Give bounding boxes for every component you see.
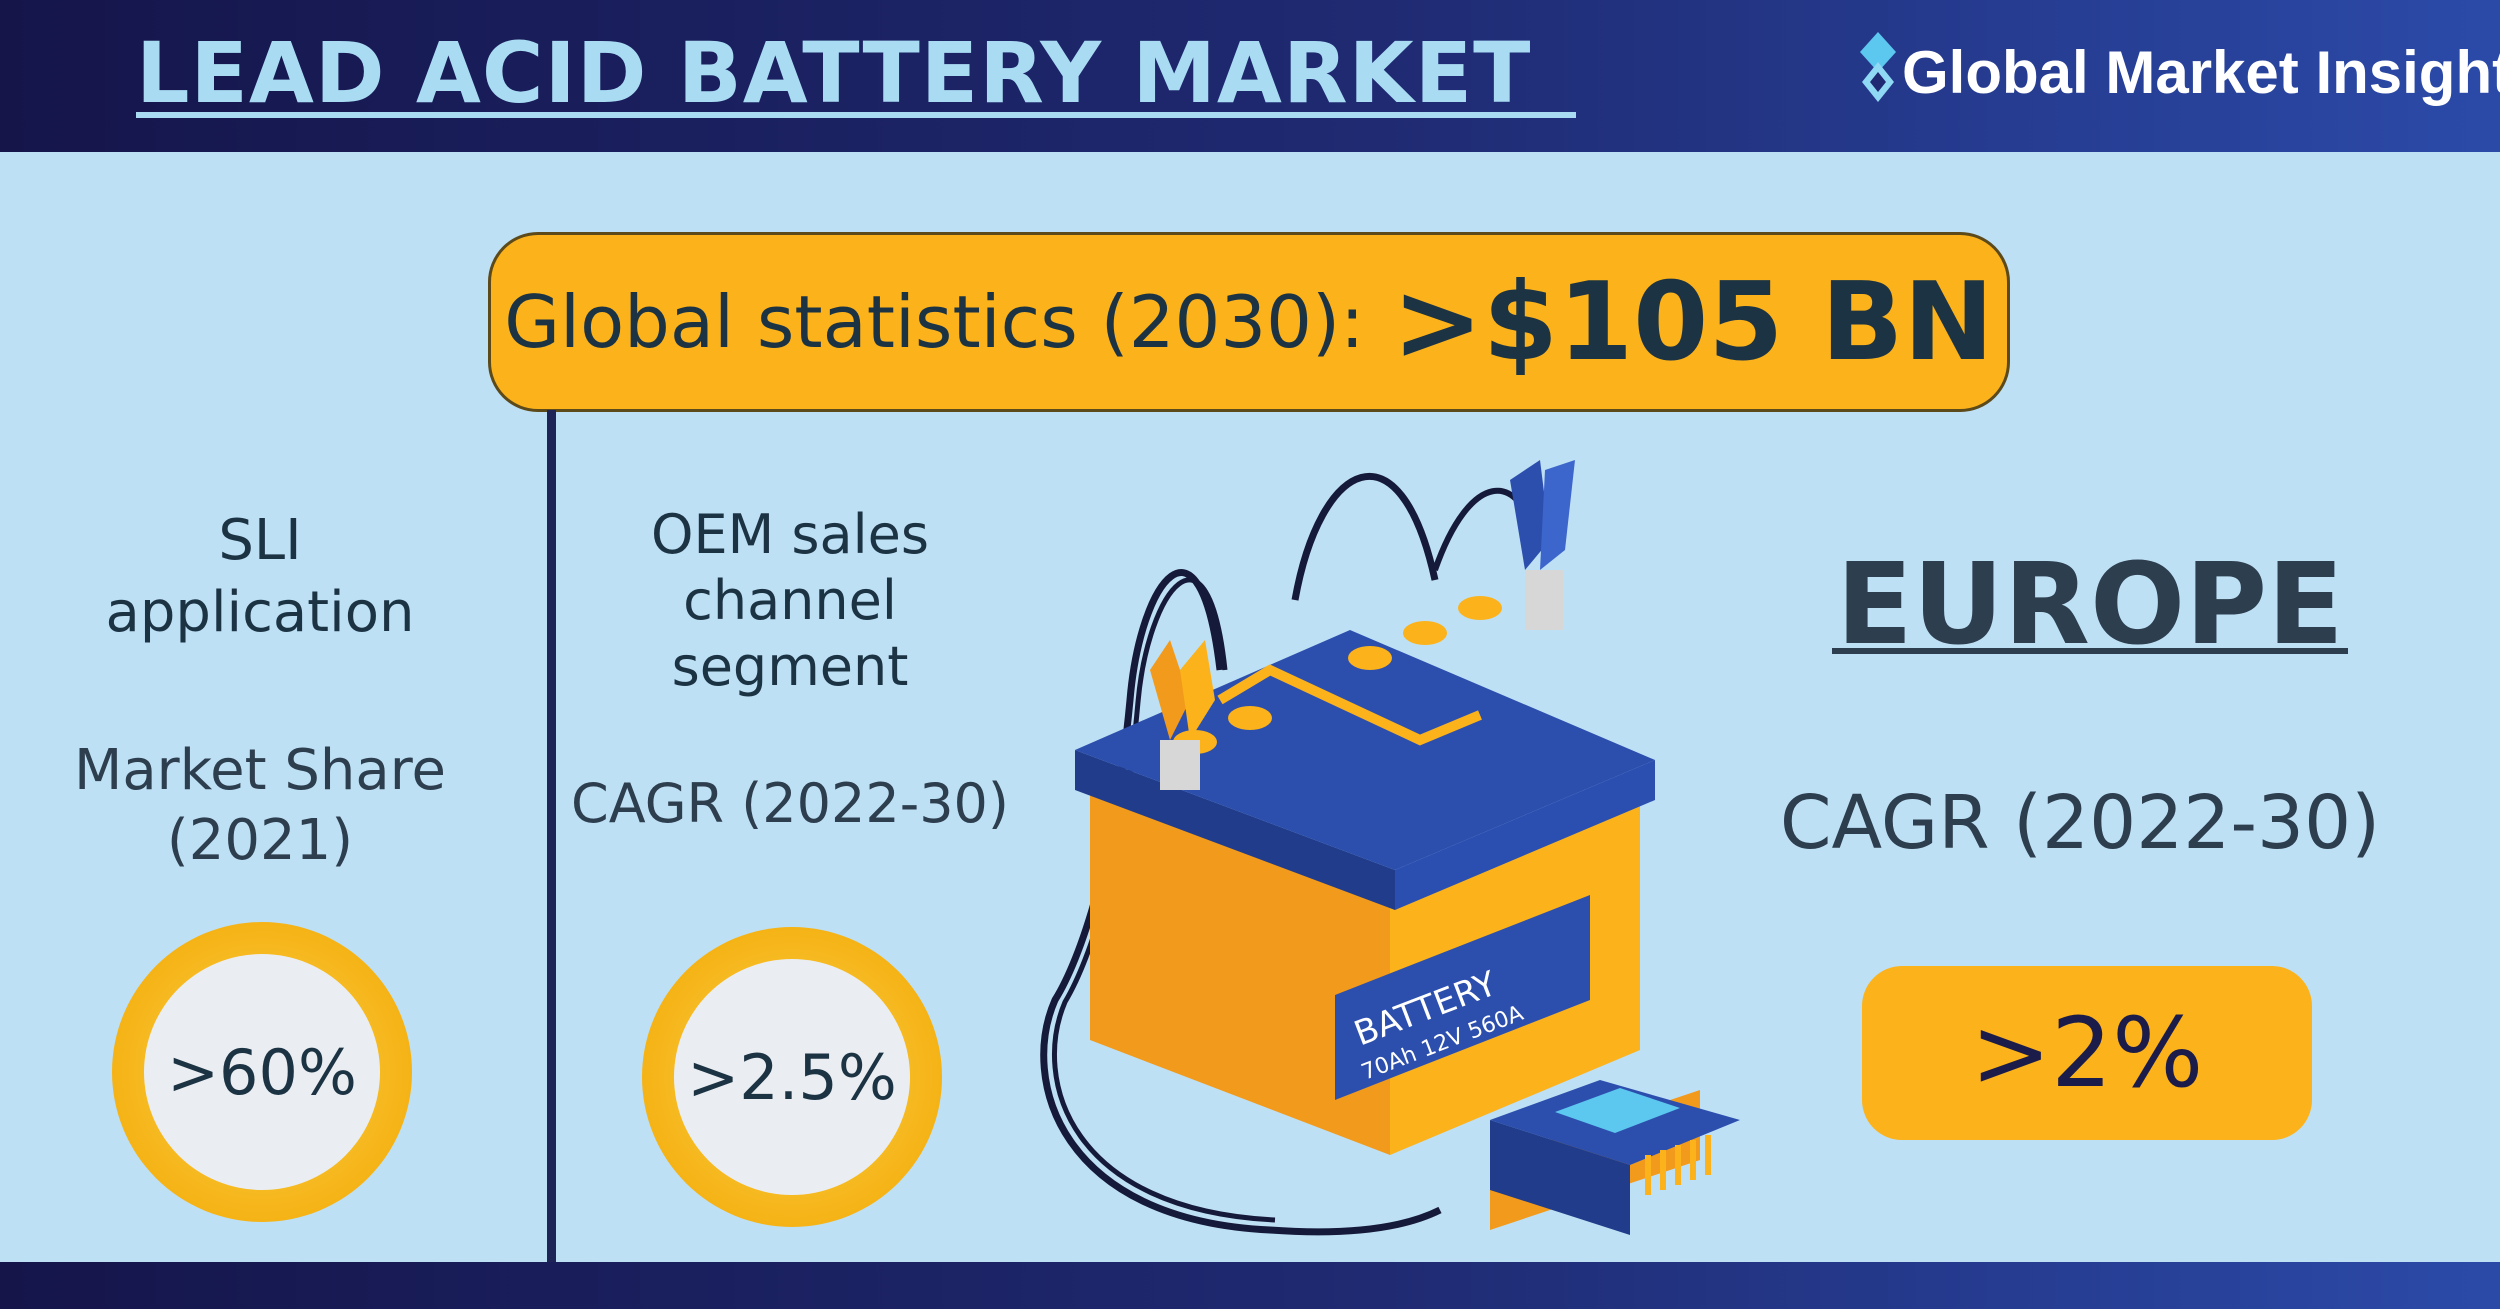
battery-cap <box>1348 646 1392 670</box>
battery-lid-top <box>1075 630 1655 870</box>
sli-title-line-2: application <box>105 580 415 645</box>
orange-clamp <box>1150 640 1190 740</box>
sli-segment-title: SLI application <box>50 505 470 649</box>
oem-value-ring: >2.5% <box>642 927 942 1227</box>
charger-vents <box>1645 1135 1711 1195</box>
black-cable <box>1040 569 1442 1236</box>
battery-cap <box>1228 706 1272 730</box>
battery-lid-right <box>1395 760 1655 910</box>
oem-title-line-2: channel <box>683 569 897 632</box>
brand-name: Global Market Insights <box>1902 38 2500 106</box>
sli-metric-line-1: Market Share <box>74 738 446 803</box>
battery-lid-side <box>1075 750 1395 910</box>
global-stats-value: >$105 BN <box>1392 259 1994 385</box>
sli-title-line-1: SLI <box>218 508 302 573</box>
page-title: LEAD ACID BATTERY MARKET <box>136 24 1532 122</box>
battery-cap <box>1458 596 1502 620</box>
sli-metric-label: Market Share (2021) <box>30 736 490 876</box>
blue-cable <box>1291 472 1439 601</box>
battery-cap <box>1403 621 1447 645</box>
global-stats-banner: Global statistics (2030): >$105 BN <box>488 232 2010 412</box>
sli-value: >60% <box>144 954 380 1190</box>
oem-metric-label: CAGR (2022-30) <box>571 772 1009 835</box>
sli-value-ring: >60% <box>112 922 412 1222</box>
battery-front <box>1090 790 1390 1155</box>
oem-title-line-1: OEM sales <box>651 503 929 566</box>
charger-screen <box>1555 1088 1680 1133</box>
region-value-pill: >2% <box>1862 966 2312 1140</box>
vertical-divider <box>547 410 556 1275</box>
header-bar <box>0 0 2500 152</box>
footer-bar <box>0 1262 2500 1309</box>
battery-label-panel <box>1335 895 1590 1100</box>
oem-value: >2.5% <box>674 959 910 1195</box>
battery-illustration: BATTERY 70Ah 12V 560A <box>1040 460 1740 1236</box>
region-underline <box>1832 648 2348 654</box>
global-stats-label: Global statistics (2030): <box>504 280 1365 364</box>
title-underline <box>136 112 1576 118</box>
region-metric-label: CAGR (2022-30) <box>1779 780 2381 866</box>
oem-segment-title: OEM sales channel segment <box>580 502 1000 700</box>
diamond-logo-icon <box>1860 32 1896 102</box>
oem-title-line-3: segment <box>671 635 909 698</box>
blue-clamp <box>1510 460 1550 570</box>
lid-handle <box>1217 664 1482 746</box>
sli-metric-line-2: (2021) <box>166 808 354 873</box>
brand-logo: Global Market Insights <box>1860 32 2500 112</box>
